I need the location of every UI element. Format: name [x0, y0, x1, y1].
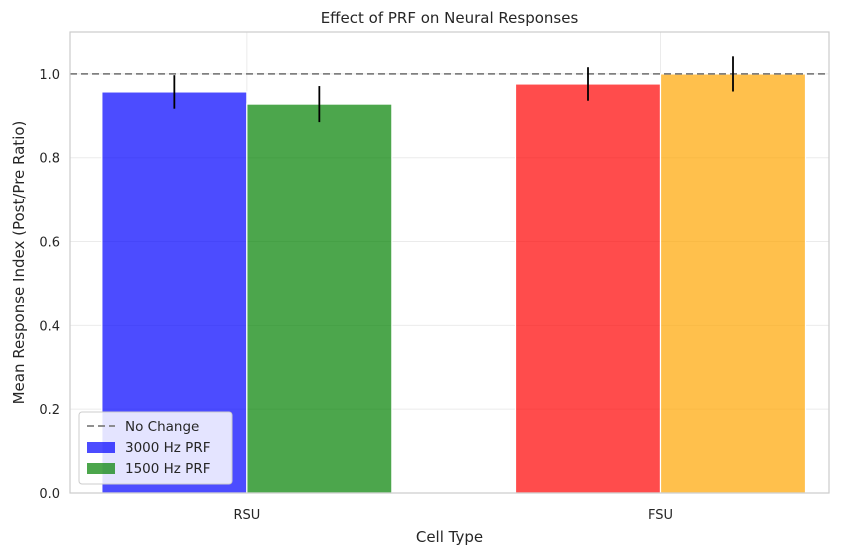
y-axis-ticks: 0.0 0.2 0.4 0.6 0.8 1.0 [39, 68, 60, 502]
y-tick-label: 0.4 [39, 319, 60, 334]
legend-label: No Change [125, 419, 199, 435]
x-axis-ticks: RSU FSU [233, 508, 673, 523]
y-tick-label: 0.2 [39, 403, 60, 418]
legend-color-swatch [87, 463, 115, 474]
legend: No Change 3000 Hz PRF 1500 Hz PRF [78, 411, 233, 485]
bar [514, 83, 662, 494]
y-axis-label: Mean Response Index (Post/Pre Ratio) [10, 121, 28, 405]
y-tick-label: 1.0 [39, 68, 60, 83]
legend-label: 3000 Hz PRF [125, 440, 210, 456]
bar [246, 103, 393, 494]
legend-color-swatch [87, 442, 115, 453]
plot-frame [69, 31, 830, 494]
error-bars [173, 56, 734, 123]
y-tick-label: 0.0 [39, 487, 60, 502]
x-axis-label: Cell Type [416, 528, 483, 546]
y-tick-label: 0.8 [39, 152, 60, 167]
bars [101, 73, 807, 494]
x-tick-label: FSU [648, 508, 673, 523]
legend-label: 1500 Hz PRF [125, 461, 210, 477]
bar [659, 73, 807, 494]
y-tick-label: 0.6 [39, 236, 60, 251]
x-tick-label: RSU [233, 508, 260, 523]
legend-box [78, 411, 233, 485]
chart-title: Effect of PRF on Neural Responses [321, 9, 579, 27]
